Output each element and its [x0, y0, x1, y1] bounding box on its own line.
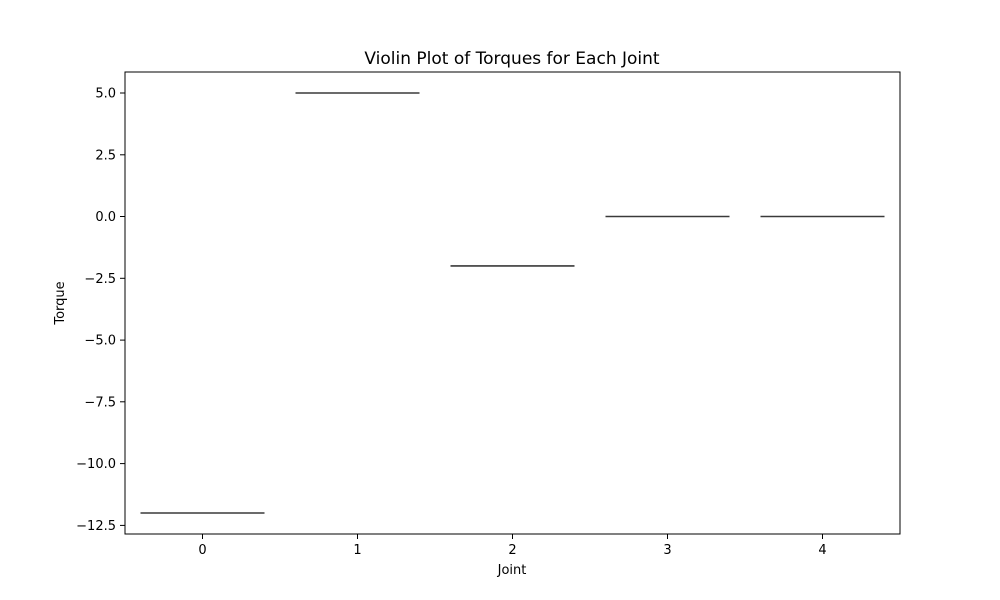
x-tick-label: 3 [663, 543, 671, 558]
x-axis-label: Joint [497, 563, 527, 578]
y-tick-label: −7.5 [84, 395, 116, 410]
y-tick-label: −2.5 [84, 272, 116, 287]
x-tick-label: 0 [198, 543, 206, 558]
x-axis: 0 1 2 3 4 [198, 534, 827, 558]
x-tick-label: 1 [353, 543, 361, 558]
y-tick-label: 5.0 [95, 87, 116, 102]
y-tick-label: −12.5 [76, 519, 116, 534]
y-tick-label: −10.0 [76, 457, 116, 472]
x-tick-label: 4 [818, 543, 826, 558]
y-tick-label: 2.5 [95, 148, 116, 163]
y-axis-label: Torque [53, 281, 68, 325]
chart-title: Violin Plot of Torques for Each Joint [364, 49, 659, 69]
y-tick-label: 0.0 [95, 210, 116, 225]
violin-series [140, 92, 885, 514]
x-tick-label: 2 [508, 543, 516, 558]
y-axis: 5.0 2.5 0.0 −2.5 −5.0 −7.5 −10.0 −12.5 [76, 87, 125, 534]
y-tick-label: −5.0 [84, 334, 116, 349]
